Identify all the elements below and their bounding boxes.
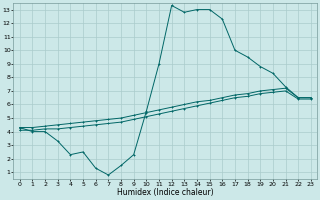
X-axis label: Humidex (Indice chaleur): Humidex (Indice chaleur)	[117, 188, 214, 197]
